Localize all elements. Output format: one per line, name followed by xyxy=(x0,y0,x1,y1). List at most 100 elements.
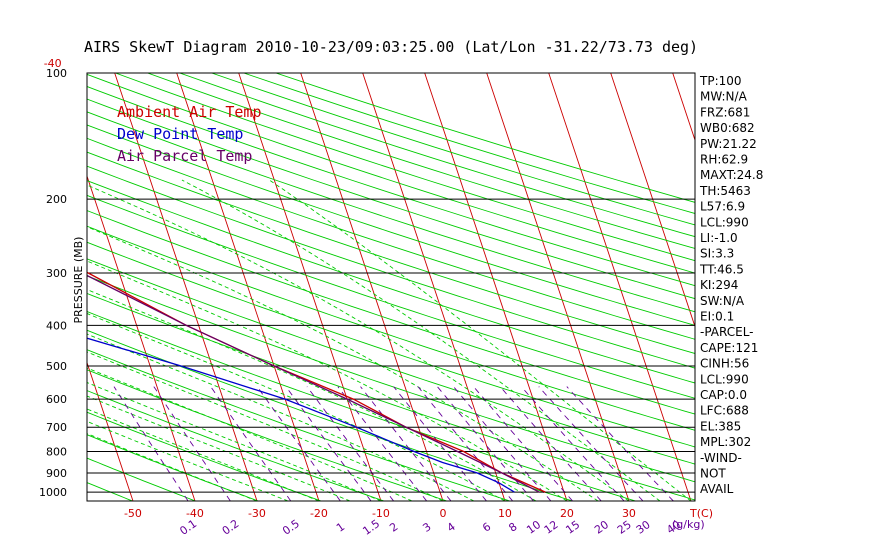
legend-entry: Dew Point Temp xyxy=(117,125,243,143)
mixing-ratio-line xyxy=(256,386,341,501)
isotherm-line xyxy=(87,361,134,501)
dry-adiabat-line xyxy=(87,390,385,501)
index-value: MAXT:24.8 xyxy=(700,168,763,182)
dry-adiabat-line xyxy=(87,124,695,326)
moist-adiabat-line xyxy=(181,179,661,501)
mixing-ratio-tick-label: 1.5 xyxy=(360,517,382,538)
bottom-temp-tick-label: 0 xyxy=(439,507,446,520)
dry-adiabat-line xyxy=(87,482,133,501)
axes: 1002003004005006007008009001000PRESSURE … xyxy=(39,57,713,538)
dry-adiabat-line xyxy=(87,457,196,501)
moist-adiabat-line xyxy=(87,408,320,501)
pressure-tick-label: 600 xyxy=(46,393,67,406)
index-value: LCL:990 xyxy=(700,215,749,229)
isotherm-line xyxy=(238,73,382,501)
dry-adiabat-line xyxy=(87,151,695,354)
legend: Ambient Air Temp Dew Point Temp Air Parcel… xyxy=(117,103,262,165)
series-line-3 xyxy=(87,274,540,493)
dry-adiabat-line xyxy=(179,73,695,238)
dry-adiabat-line xyxy=(0,73,7,501)
mixing-ratio-tick-label: 8 xyxy=(506,520,519,535)
isotherm-line xyxy=(362,73,506,501)
mixing-ratio-line xyxy=(436,386,534,501)
moist-adiabat-line xyxy=(87,351,444,501)
dry-adiabat-line xyxy=(87,349,510,501)
dry-adiabat-line xyxy=(87,329,573,501)
index-value: LFC:688 xyxy=(700,404,749,418)
dry-adiabat-line xyxy=(87,258,695,465)
pressure-tick-label: 1000 xyxy=(39,486,67,499)
index-value: LCL:990 xyxy=(700,372,749,386)
mixing-ratio-line xyxy=(285,386,372,501)
mixing-ratio-line xyxy=(393,386,487,501)
legend-entry: Air Parcel Temp xyxy=(117,147,252,165)
mixing-ratio-tick-label: 25 xyxy=(615,518,634,537)
moist-adiabat-line xyxy=(87,313,506,501)
index-value: EI:0.1 xyxy=(700,310,734,324)
moist-adiabat-line xyxy=(87,184,630,501)
index-value: RH:62.9 xyxy=(700,153,748,167)
dry-adiabat-line xyxy=(87,111,695,313)
mixing-ratio-tick-label: 15 xyxy=(563,518,582,537)
dry-adiabat-line xyxy=(87,165,695,369)
pressure-tick-label: 200 xyxy=(46,193,67,206)
bottom-temp-tick-label: -40 xyxy=(186,507,204,520)
isotherm-line xyxy=(548,73,692,501)
dry-adiabat-line xyxy=(87,225,695,431)
dry-adiabat-line xyxy=(0,73,70,501)
index-value: SI:3.3 xyxy=(700,247,734,261)
pressure-tick-label: 500 xyxy=(46,360,67,373)
mixing-ratio-tick-label: 12 xyxy=(542,518,561,537)
bottom-temp-tick-label: -20 xyxy=(310,507,328,520)
bottom-temp-tick-label: 10 xyxy=(498,507,512,520)
dry-adiabat-line xyxy=(87,98,695,300)
index-value: TT:46.5 xyxy=(699,262,744,276)
index-value: -WIND- xyxy=(700,451,742,465)
index-value: PW:21.22 xyxy=(700,137,757,151)
bottom-temp-tick-label: 20 xyxy=(560,507,574,520)
index-value: KI:294 xyxy=(700,278,738,292)
mixing-ratio-line xyxy=(538,386,644,501)
dry-adiabat-line xyxy=(87,73,695,274)
dry-adiabat-line xyxy=(147,73,695,249)
profile-lines xyxy=(87,271,546,493)
index-value: CAP:0.0 xyxy=(700,388,747,402)
dry-adiabat-line xyxy=(87,180,695,384)
index-value: L57:6.9 xyxy=(700,200,745,214)
pressure-tick-label: 700 xyxy=(46,421,67,434)
dry-adiabat-line xyxy=(115,73,695,262)
bottom-temp-tick-label: -10 xyxy=(372,507,390,520)
index-value: TH:5463 xyxy=(699,184,751,198)
dry-adiabat-line xyxy=(87,137,695,340)
isotherm-line xyxy=(0,73,9,501)
mixing-ratio-line xyxy=(113,386,189,501)
moist-adiabat-line xyxy=(87,395,351,501)
mixing-ratio-line xyxy=(360,386,452,501)
pressure-tick-label: 800 xyxy=(46,446,67,459)
pressure-tick-label: 300 xyxy=(46,267,67,280)
dry-adiabat-line xyxy=(87,411,322,501)
mixing-ratio-tick-label: 30 xyxy=(634,518,653,537)
thermo-grid xyxy=(0,73,695,501)
bottom-temp-tick-label: -30 xyxy=(248,507,266,520)
dry-adiabat-line xyxy=(87,86,695,287)
dry-adiabat-line xyxy=(87,194,695,399)
index-value: LI:-1.0 xyxy=(700,231,738,245)
index-value: WB0:682 xyxy=(700,121,755,135)
dry-adiabat-line xyxy=(275,73,695,203)
isotherm-line xyxy=(176,73,320,501)
index-value: AVAIL xyxy=(700,482,734,496)
dry-adiabat-line xyxy=(87,311,636,501)
pressure-tick-label: 400 xyxy=(46,319,67,332)
dry-adiabat-line xyxy=(87,434,259,501)
index-value: TP:100 xyxy=(699,74,742,88)
isotherm-line xyxy=(486,73,630,501)
index-value: MW:N/A xyxy=(700,90,748,104)
index-value: CAPE:121 xyxy=(700,341,758,355)
mixing-ratio-tick-label: 2 xyxy=(387,520,400,535)
mixing-ratio-line xyxy=(566,386,674,501)
mixing-ratio-tick-label: 0.1 xyxy=(177,517,199,538)
legend-entry: Ambient Air Temp xyxy=(117,103,262,121)
mixing-ratio-tick-label: 10 xyxy=(524,518,543,537)
